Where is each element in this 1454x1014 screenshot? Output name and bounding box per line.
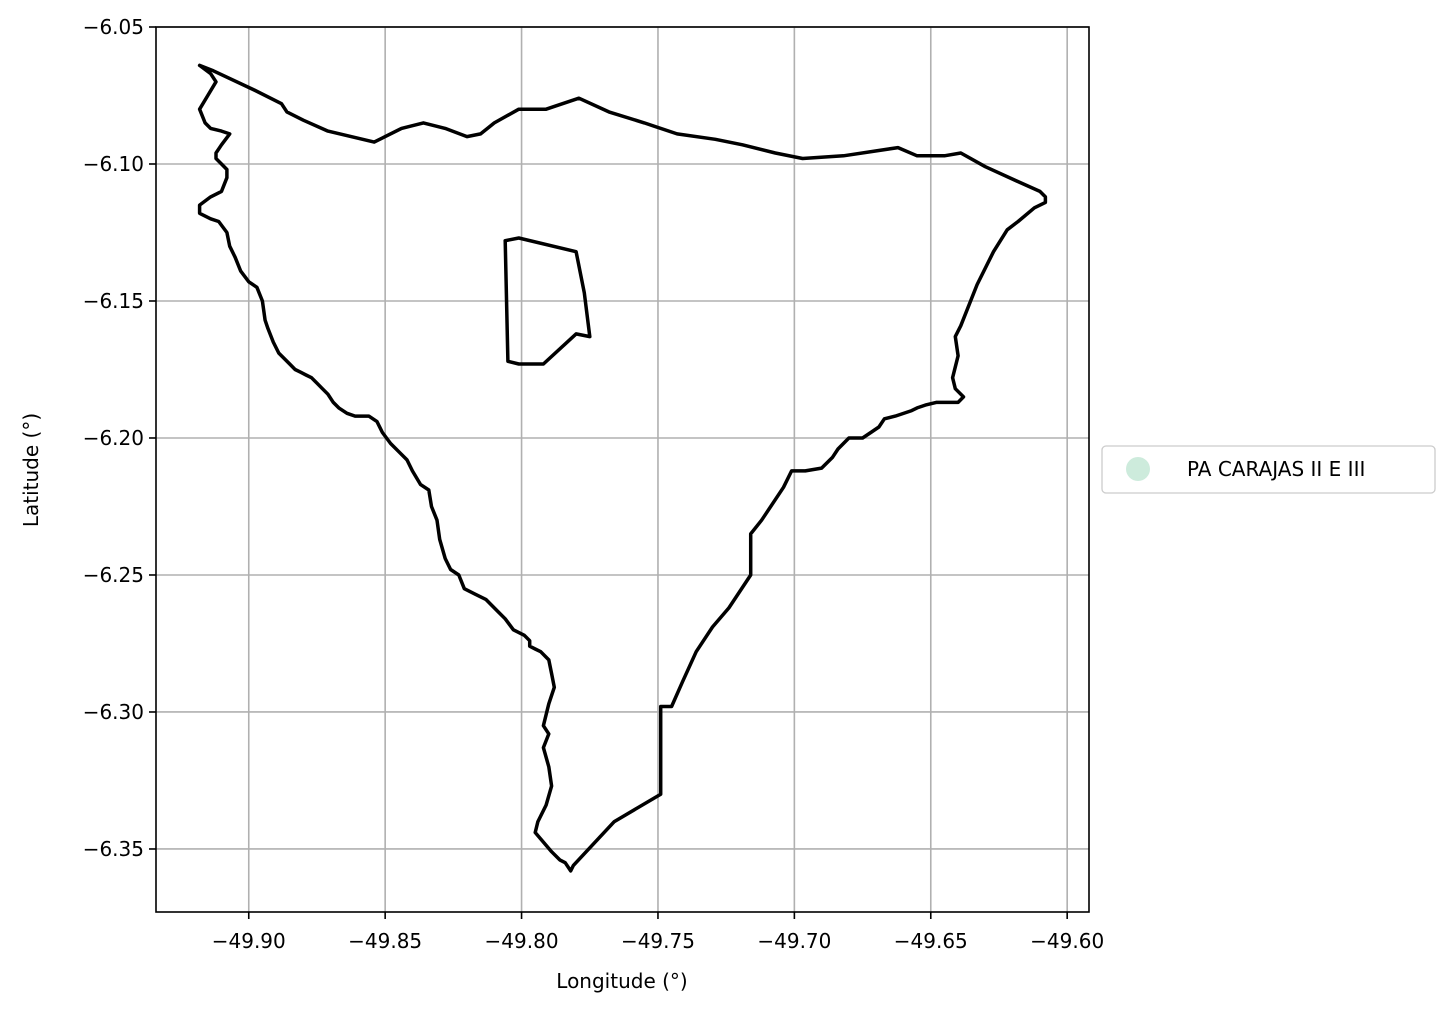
x-axis-label: Longitude (°) xyxy=(556,969,687,993)
inner-boundary-line xyxy=(503,236,592,366)
x-tick-label: −49.65 xyxy=(894,929,968,953)
legend-marker xyxy=(1126,457,1150,481)
y-tick-label: −6.10 xyxy=(83,152,144,176)
outer-boundary-line xyxy=(197,63,1048,873)
y-tick-label: −6.30 xyxy=(83,700,144,724)
x-tick-label: −49.70 xyxy=(757,929,831,953)
legend: PA CARAJAS II E III xyxy=(1101,445,1436,494)
x-axis-ticks: −49.90 −49.85 −49.80 −49.75 −49.70 −49.65 −49.… xyxy=(212,912,1104,953)
y-tick-label: −6.05 xyxy=(83,15,144,39)
y-tick-label: −6.35 xyxy=(83,837,144,861)
x-tick-label: −49.60 xyxy=(1030,929,1104,953)
legend-label: PA CARAJAS II E III xyxy=(1187,457,1365,481)
y-axis-ticks: −6.05 −6.10 −6.15 −6.20 −6.25 −6.30 −6.35 xyxy=(83,15,156,861)
axes-frame xyxy=(155,26,1090,913)
y-tick-label: −6.25 xyxy=(83,563,144,587)
x-tick-label: −49.75 xyxy=(621,929,695,953)
x-tick-label: −49.80 xyxy=(485,929,559,953)
y-tick-label: −6.20 xyxy=(83,426,144,450)
y-tick-label: −6.15 xyxy=(83,289,144,313)
x-tick-label: −49.85 xyxy=(348,929,422,953)
y-axis-label: Latitude (°) xyxy=(19,413,43,527)
x-tick-label: −49.90 xyxy=(212,929,286,953)
legend-frame xyxy=(1101,445,1436,494)
boundary-layer xyxy=(197,63,1048,873)
